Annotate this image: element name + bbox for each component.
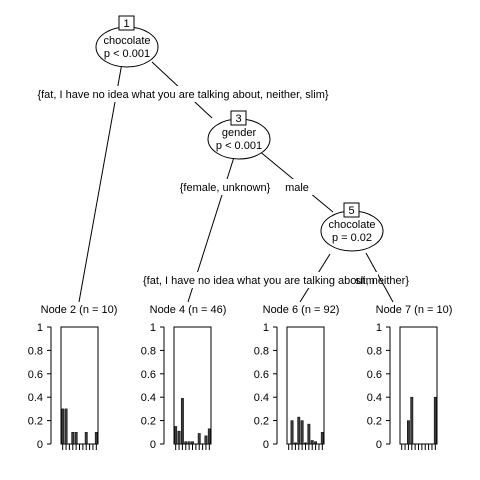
bar — [174, 426, 178, 445]
y-tick-label: 0.2 — [141, 416, 156, 428]
bar — [197, 433, 201, 445]
node-id: 1 — [123, 18, 129, 30]
bar — [207, 428, 211, 445]
y-tick-label: 0.2 — [28, 416, 43, 428]
y-tick-label: 1 — [150, 322, 156, 334]
edge-label-3-5: male — [281, 179, 313, 195]
node-id-box — [343, 202, 360, 218]
edge-label-5-6: {fat, I have no idea what you are talkin… — [143, 272, 409, 288]
y-tick-label: 0 — [376, 439, 382, 451]
y-tick-label: 0.8 — [367, 345, 382, 357]
y-tick-label: 1 — [37, 322, 43, 334]
bar — [64, 408, 68, 445]
terminal-node-1: Node 2 (n = 10) 0 0.2 0.4 0.6 0.8 1 — [28, 304, 118, 451]
y-tick-label: 0.6 — [367, 369, 382, 381]
bar — [314, 441, 318, 445]
bar — [191, 441, 194, 445]
edge-label-text: {fat, I have no idea what you are talkin… — [37, 89, 328, 101]
edge-label-text: {female, unknown} — [180, 182, 271, 194]
terminal-title: Node 4 (n = 46) — [150, 304, 227, 316]
bar — [304, 442, 307, 445]
bar — [410, 396, 414, 445]
bar — [320, 432, 324, 445]
y-tick-label: 0 — [263, 439, 269, 451]
bar — [177, 430, 181, 445]
y-tick-label: 0.6 — [141, 369, 156, 381]
node-variable: gender — [222, 127, 257, 139]
bar — [84, 432, 88, 445]
node-variable: chocolate — [103, 35, 150, 47]
y-tick-label: 0.8 — [254, 345, 269, 357]
terminal-title: Node 7 (n = 10) — [376, 304, 453, 316]
bar — [290, 420, 294, 445]
y-tick-label: 0.2 — [254, 416, 269, 428]
edge-label-5-7: slim — [355, 275, 375, 287]
edge-line-5-7 — [365, 252, 394, 303]
bar — [184, 441, 188, 445]
edge-line-1-2 — [78, 62, 123, 303]
edge-label-3-4: {female, unknown} — [172, 179, 278, 195]
terminal-title: Node 2 (n = 10) — [41, 304, 118, 316]
node-id-box — [118, 15, 135, 31]
node-id: 3 — [235, 113, 241, 125]
bar — [310, 440, 314, 445]
y-tick-label: 0.4 — [367, 392, 382, 404]
y-tick-label: 0 — [37, 439, 43, 451]
y-tick-label: 1 — [376, 322, 382, 334]
y-tick-label: 0.8 — [141, 345, 156, 357]
edge-label-text: slim — [355, 275, 375, 287]
inner-node-1: 1 chocolate p < 0.001 — [95, 15, 159, 68]
bar — [187, 441, 191, 445]
y-tick-label: 0.8 — [28, 345, 43, 357]
inner-node-5: 5 chocolate p = 0.02 — [320, 202, 384, 252]
y-tick-label: 0.2 — [367, 416, 382, 428]
y-tick-label: 1 — [263, 322, 269, 334]
node-pvalue: p < 0.001 — [216, 140, 262, 152]
node-pvalue: p < 0.001 — [104, 48, 150, 60]
inner-node-3: 3 gender p < 0.001 — [207, 110, 271, 160]
bar — [297, 416, 301, 445]
terminal-node-4: Node 7 (n = 10) 0 0.2 0.4 0.6 0.8 1 — [367, 304, 453, 451]
y-tick-label: 0.4 — [28, 392, 43, 404]
bar — [433, 396, 437, 445]
terminal-node-2: Node 4 (n = 46) 0 0.2 0.4 0.6 0.8 1 — [141, 304, 227, 451]
edge-label-text: male — [285, 182, 309, 194]
terminal-title: Node 6 (n = 92) — [263, 304, 340, 316]
bar — [61, 408, 65, 445]
plot-frame — [173, 326, 212, 445]
y-tick-label: 0.6 — [254, 369, 269, 381]
y-tick-label: 0.6 — [28, 369, 43, 381]
bar — [300, 420, 304, 445]
node-pvalue: p = 0.02 — [332, 232, 372, 244]
y-tick-label: 0.4 — [141, 392, 156, 404]
edge-label-1-2: {fat, I have no idea what you are talkin… — [20, 86, 347, 102]
node-id: 5 — [348, 205, 354, 217]
bar — [307, 423, 311, 445]
node-id-box — [230, 110, 247, 126]
bar — [204, 435, 208, 445]
terminal-node-3: Node 6 (n = 92) 0 0.2 0.4 0.6 0.8 1 — [254, 304, 340, 451]
y-tick-label: 0 — [150, 439, 156, 451]
edge-label-text: {fat, I have no idea what you are talkin… — [143, 275, 409, 287]
node-variable: chocolate — [328, 219, 375, 231]
bar — [71, 432, 75, 445]
plot-frame — [399, 326, 438, 445]
bar — [406, 420, 410, 445]
bar — [94, 432, 98, 445]
bar — [74, 432, 78, 445]
y-tick-label: 0.4 — [254, 392, 269, 404]
bar — [180, 398, 184, 445]
bar — [293, 442, 297, 445]
